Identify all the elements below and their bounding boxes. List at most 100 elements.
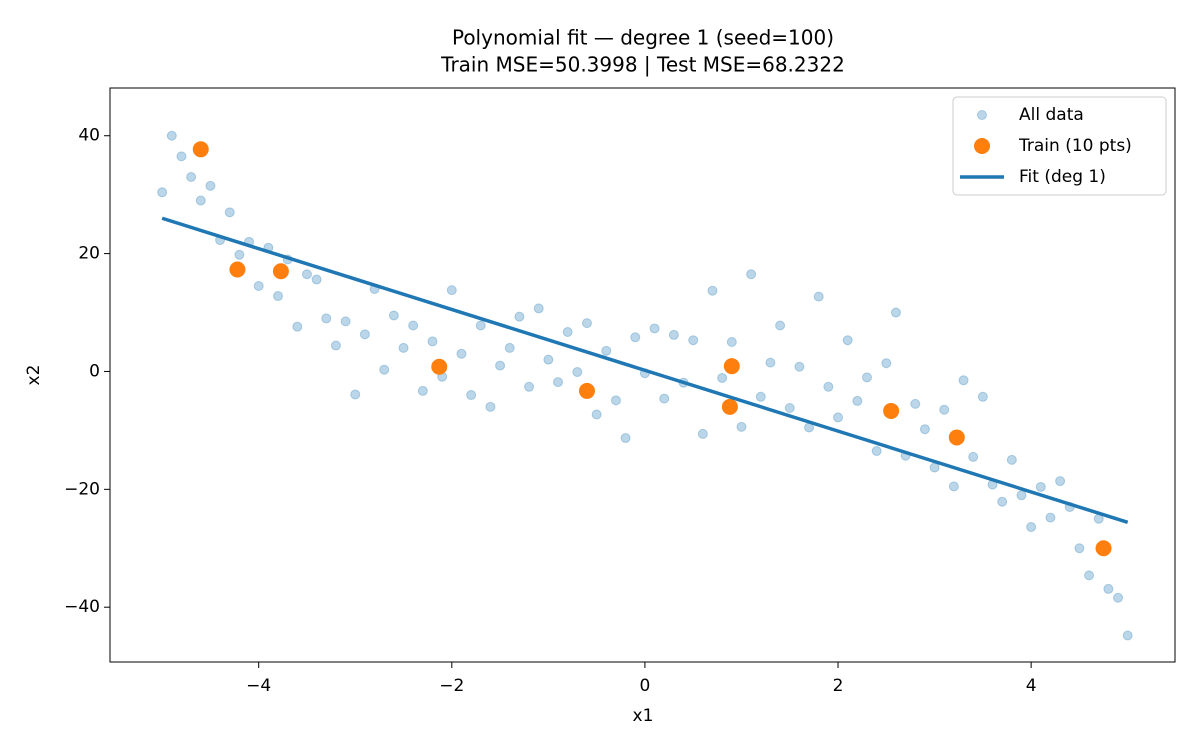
legend-box: [952, 96, 1167, 196]
legend-marker: [977, 110, 987, 120]
point: [495, 360, 506, 371]
point: [524, 381, 535, 392]
point: [330, 340, 341, 351]
point: [292, 321, 303, 332]
point: [1122, 630, 1133, 641]
point: [948, 481, 959, 492]
point: [755, 391, 766, 402]
point: [939, 404, 950, 415]
x-axis-label: x1: [633, 706, 654, 726]
point: [861, 372, 872, 383]
point: [427, 336, 438, 347]
point: [707, 285, 718, 296]
point: [543, 354, 554, 365]
point: [620, 433, 631, 444]
plot-frame: [109, 87, 1176, 663]
point: [958, 375, 969, 386]
point: [1074, 543, 1085, 554]
point: [1113, 592, 1124, 603]
point: [948, 429, 965, 446]
point: [1103, 583, 1114, 594]
point: [581, 318, 592, 329]
legend-label: Train (10 pts): [1018, 136, 1132, 156]
point: [871, 446, 882, 457]
point: [578, 382, 595, 399]
point: [205, 180, 216, 191]
point: [883, 402, 900, 419]
point: [881, 358, 892, 369]
point: [591, 409, 602, 420]
y-tick-label: −40: [64, 597, 100, 617]
point: [562, 326, 573, 337]
point: [398, 342, 409, 353]
point: [1084, 570, 1095, 581]
point: [736, 421, 747, 432]
legend-label: Fit (deg 1): [1019, 167, 1106, 187]
x-tick-label: 0: [639, 676, 650, 696]
point: [446, 285, 457, 296]
point: [408, 320, 419, 331]
point: [388, 310, 399, 321]
point: [475, 320, 486, 331]
y-axis-label: x2: [24, 365, 44, 386]
point: [466, 390, 477, 401]
point: [610, 395, 621, 406]
point: [721, 398, 738, 415]
point: [1095, 540, 1112, 557]
point: [717, 372, 728, 383]
x-tick-label: −2: [439, 676, 464, 696]
point: [842, 335, 853, 346]
point: [379, 364, 390, 375]
point: [229, 261, 246, 278]
y-tick-label: 40: [78, 126, 100, 146]
point: [659, 393, 670, 404]
point: [823, 381, 834, 392]
point: [1006, 454, 1017, 465]
point: [272, 263, 289, 280]
point: [1035, 481, 1046, 492]
point: [775, 320, 786, 331]
point: [192, 141, 209, 158]
x-tick-label: 4: [1026, 676, 1037, 696]
point: [997, 496, 1008, 507]
point: [311, 274, 322, 285]
point: [166, 130, 177, 141]
point: [340, 316, 351, 327]
point: [350, 389, 361, 400]
point: [688, 335, 699, 346]
point: [504, 342, 515, 353]
x-tick-label: 2: [833, 676, 844, 696]
legend-label: All data: [1019, 105, 1084, 125]
point: [431, 358, 448, 375]
point: [176, 151, 187, 162]
chart-subtitle: Train MSE=50.3998 | Test MSE=68.2322: [440, 53, 845, 77]
point: [553, 377, 564, 388]
point: [301, 269, 312, 280]
legend-marker: [974, 138, 990, 154]
point: [1016, 490, 1027, 501]
point: [813, 291, 824, 302]
point: [485, 401, 496, 412]
point: [977, 391, 988, 402]
point: [417, 385, 428, 396]
point: [321, 313, 332, 324]
point: [649, 323, 660, 334]
point: [273, 291, 284, 302]
point: [456, 348, 467, 359]
point: [186, 171, 197, 182]
point: [746, 269, 757, 280]
point: [919, 424, 930, 435]
point: [784, 403, 795, 414]
point: [224, 207, 235, 218]
point: [929, 462, 940, 473]
chart-title: Polynomial fit — degree 1 (seed=100): [452, 26, 834, 50]
y-tick-label: 0: [89, 361, 100, 381]
point: [157, 187, 168, 198]
fit-line: [161, 216, 1129, 525]
point: [968, 451, 979, 462]
point: [253, 281, 264, 292]
point: [234, 249, 245, 260]
point: [1055, 476, 1066, 487]
point: [723, 358, 740, 375]
